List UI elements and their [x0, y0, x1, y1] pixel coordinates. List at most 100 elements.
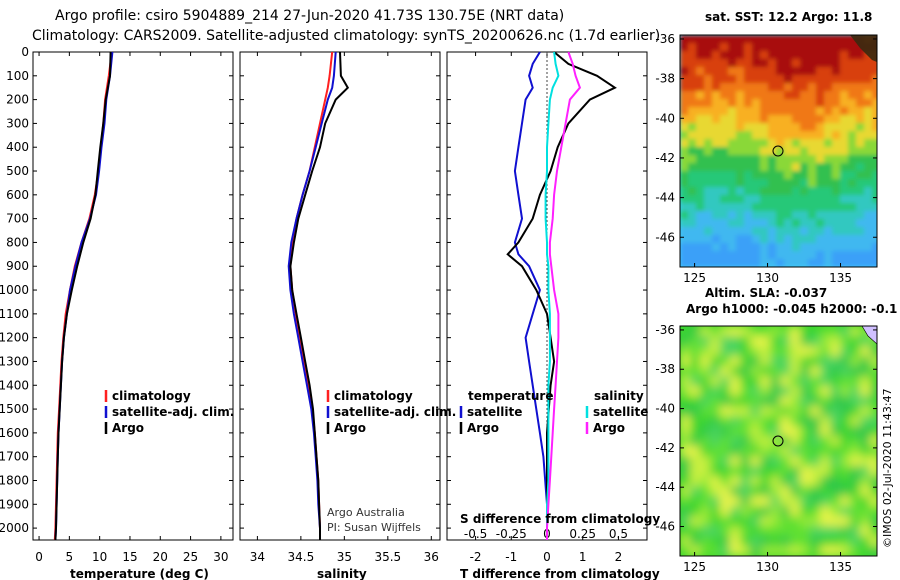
x-tick-label: 34.5 — [288, 550, 315, 564]
difference-series — [506, 51, 617, 540]
lat-tick-label: -40 — [655, 111, 675, 125]
series-line-argo — [289, 51, 350, 540]
legend-t-satellite: satellite — [467, 405, 522, 419]
x-tick-label: 0 — [543, 550, 551, 564]
depth-tick-label: 800 — [6, 235, 29, 249]
depth-tick-label: 2000 — [0, 521, 29, 535]
x-tick-label: 25 — [183, 550, 198, 564]
legend-t-argo: Argo — [467, 421, 499, 435]
coastline — [850, 35, 877, 62]
difference-legend: temperature satellite Argo salinity sate… — [459, 389, 648, 435]
credit-line2: PI: Susan Wijffels — [327, 521, 421, 534]
depth-tick-label: 500 — [6, 164, 29, 178]
legend-temperature-title: temperature — [468, 389, 553, 403]
x-tick-label: 36 — [424, 550, 439, 564]
salinity-series — [287, 51, 350, 540]
lat-tick-label: -42 — [655, 441, 675, 455]
legend-s-satellite: satellite — [593, 405, 648, 419]
lat-tick-label: -46 — [655, 230, 675, 244]
series-line-argo — [54, 51, 112, 541]
legend-argo: Argo — [334, 421, 366, 435]
depth-tick-label: 600 — [6, 188, 29, 202]
legend-climatology: climatology — [112, 389, 191, 403]
legend-salinity-title: salinity — [594, 389, 644, 403]
depth-tick-label: 300 — [6, 116, 29, 130]
x-tick-label: 15 — [122, 550, 137, 564]
depth-tick-label: 1900 — [0, 497, 29, 511]
legend-climatology: climatology — [334, 389, 413, 403]
depth-tick-label: 1600 — [0, 426, 29, 440]
depth-tick-label: 1400 — [0, 378, 29, 392]
x-tick-label: -1 — [505, 550, 517, 564]
x-tick-label: -2 — [470, 550, 482, 564]
temperature-x-label: temperature (deg C) — [70, 567, 209, 580]
x-tick-label: 20 — [153, 550, 168, 564]
sla-map — [680, 326, 877, 556]
legend-s-argo: Argo — [593, 421, 625, 435]
depth-tick-label: 1200 — [0, 331, 29, 345]
series-line-climatology — [289, 51, 334, 540]
sla-map-axes: -36 -38 -40 -42 -44 -46 125 130 135 — [655, 323, 877, 574]
lon-tick-label: 125 — [683, 271, 706, 285]
figure-title-line2: Climatology: CARS2009. Satellite-adjuste… — [32, 28, 660, 44]
imos-timestamp: ©IMOS 02-Jul-2020 11:43:47 — [881, 388, 894, 548]
temperature-legend: climatology satellite-adj. clim. Argo — [104, 389, 234, 435]
lat-tick-label: -36 — [655, 32, 675, 46]
temperature-series — [53, 51, 114, 541]
x-tick-label: 5 — [66, 550, 74, 564]
argo-float-marker-sst — [772, 145, 784, 157]
x-tick-label: 35 — [337, 550, 352, 564]
depth-tick-label: 900 — [6, 259, 29, 273]
legend-satellite: satellite-adj. clim. — [112, 405, 234, 419]
lon-tick-label: 135 — [829, 560, 852, 574]
lon-tick-label: 130 — [756, 271, 779, 285]
x-tick-label: 2 — [615, 550, 623, 564]
legend-argo: Argo — [112, 421, 144, 435]
x-tick-label: 1 — [579, 550, 587, 564]
x-tick-label: 10 — [92, 550, 107, 564]
x-tick-label: 0 — [35, 550, 43, 564]
lat-tick-label: -46 — [655, 520, 675, 534]
sst-map-axes: -36 -38 -40 -42 -44 -46 125 130 135 — [655, 32, 877, 285]
argo-float-marker-sla — [772, 435, 784, 447]
series-line-s-argo — [546, 51, 582, 540]
lon-tick-label: 135 — [829, 271, 852, 285]
depth-tick-label: 200 — [6, 93, 29, 107]
difference-x-label: T difference from climatology — [460, 567, 660, 580]
credit-line1: Argo Australia — [327, 506, 405, 519]
lat-tick-label: -36 — [655, 323, 675, 337]
lat-tick-label: -42 — [655, 151, 675, 165]
salinity-panel-frame — [239, 51, 441, 541]
x-tick-label: 35.5 — [374, 550, 401, 564]
depth-tick-label: 400 — [6, 140, 29, 154]
depth-tick-label: 100 — [6, 69, 29, 83]
sst-map — [680, 35, 877, 267]
temperature-x-axis: 0 5 10 15 20 25 30 — [35, 52, 229, 564]
lat-tick-label: -38 — [655, 72, 675, 86]
sst-map-title: sat. SST: 12.2 Argo: 11.8 — [705, 10, 872, 24]
lon-tick-label: 125 — [683, 560, 706, 574]
sla-map-title-line2: Argo h1000: -0.045 h2000: -0.1 — [686, 302, 897, 316]
legend-satellite: satellite-adj. clim. — [334, 405, 456, 419]
salinity-x-axis: 34 34.5 35 35.5 36 — [250, 52, 439, 564]
series-line-s-satellite — [544, 51, 560, 540]
x-tick-label: 34 — [250, 550, 265, 564]
sst-map-frame — [679, 34, 878, 268]
lat-tick-label: -44 — [655, 191, 675, 205]
depth-axis: 0 100 200 300 400 500 600 700 800 900 1000 1100 1200… — [0, 45, 647, 535]
difference-top-x-label: S difference from climatology — [460, 512, 660, 526]
s-diff-tick-label: 0.25 — [569, 527, 596, 541]
depth-tick-label: 0 — [21, 45, 29, 59]
lat-tick-label: -44 — [655, 480, 675, 494]
depth-tick-label: 1100 — [0, 307, 29, 321]
depth-tick-label: 1800 — [0, 473, 29, 487]
depth-tick-label: 1300 — [0, 354, 29, 368]
depth-tick-label: 700 — [6, 212, 29, 226]
s-diff-tick-label: -0.5 — [464, 527, 487, 541]
salinity-x-label: salinity — [317, 567, 367, 580]
coastline — [861, 326, 877, 345]
x-tick-label: 30 — [213, 550, 228, 564]
s-diff-tick-label: 0.5 — [609, 527, 628, 541]
lat-tick-label: -40 — [655, 402, 675, 416]
